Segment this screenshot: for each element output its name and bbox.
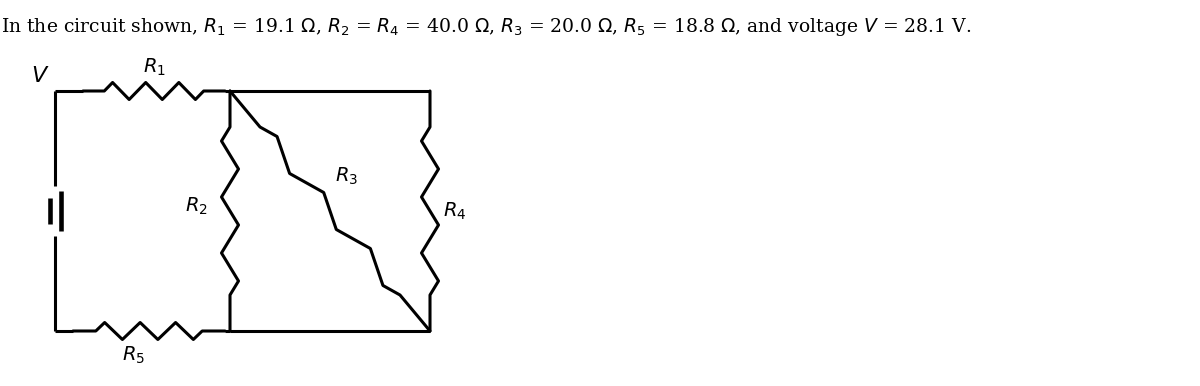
Text: $R_5$: $R_5$ [122,345,145,366]
Text: In the circuit shown, $R_1$ = 19.1 $\Omega$, $R_2$ = $R_4$ = 40.0 $\Omega$, $R_3: In the circuit shown, $R_1$ = 19.1 $\Ome… [1,16,972,38]
Text: $R_4$: $R_4$ [443,200,467,222]
Text: $R_1$: $R_1$ [143,57,166,78]
Text: $R_3$: $R_3$ [335,165,358,187]
Text: $R_2$: $R_2$ [185,195,208,217]
Text: $V$: $V$ [31,65,49,87]
